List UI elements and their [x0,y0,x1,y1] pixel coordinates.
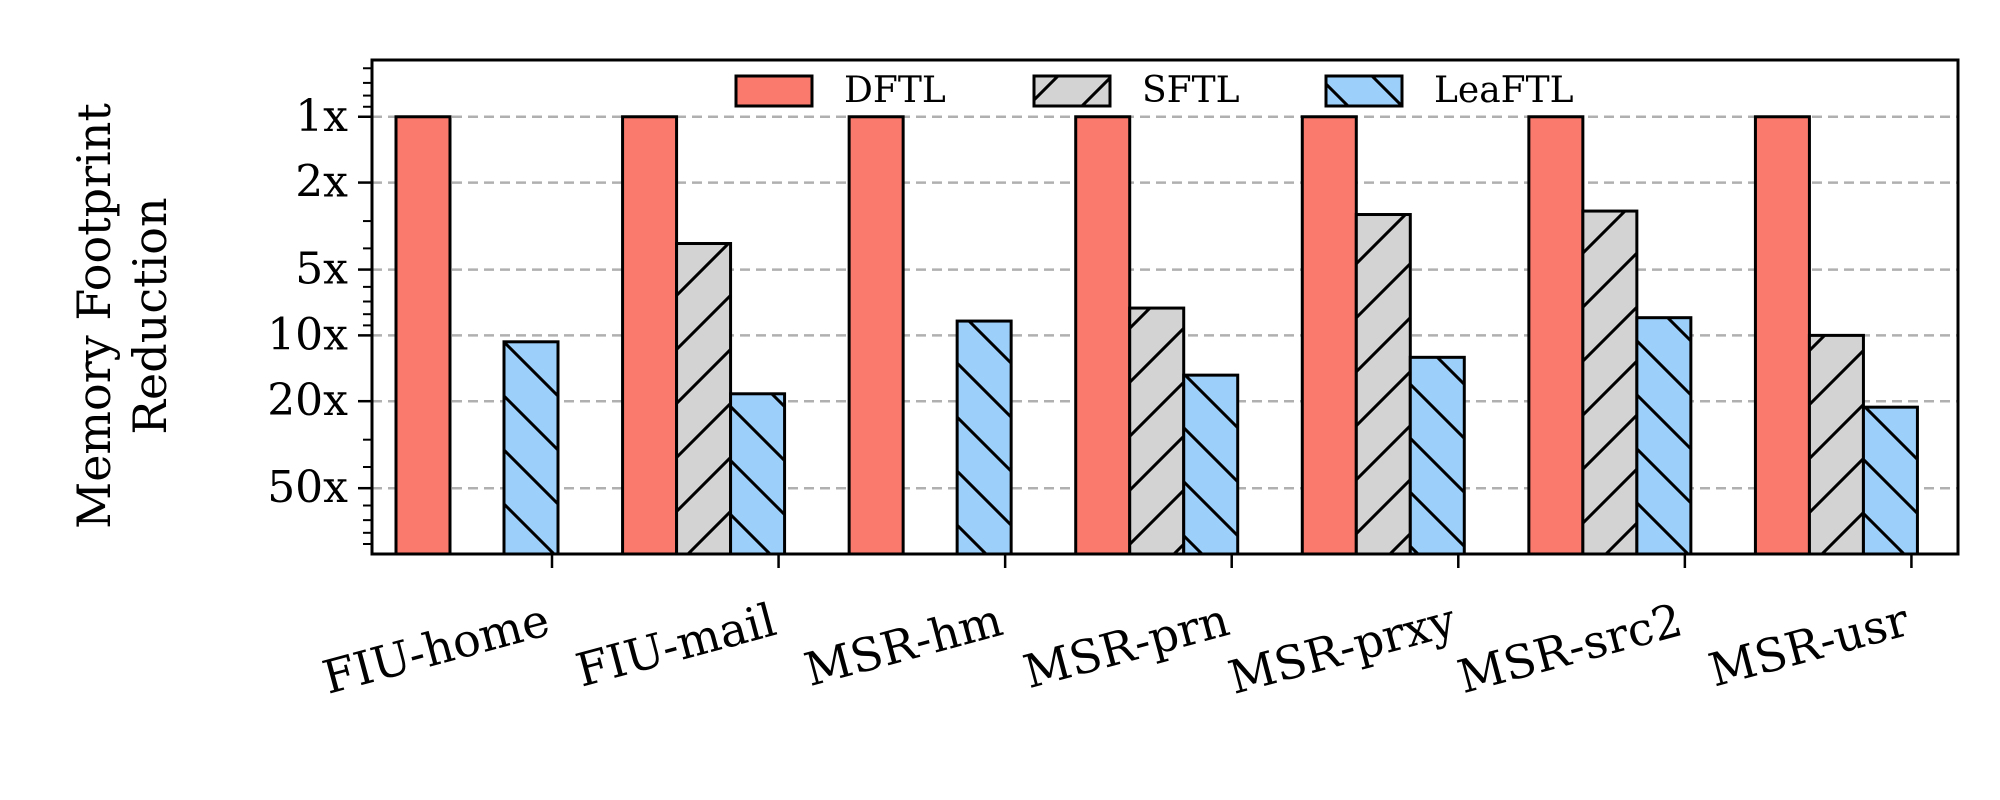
bar-leaftl-msr-prn-hatch [1183,375,1238,554]
legend-swatch-dftl-fill [736,76,812,106]
x-tick-label: MSR-prn [1018,592,1235,698]
bar-leaftl-msr-src2-hatch [1636,317,1691,554]
bar-sftl-msr-src2-hatch [1582,211,1637,554]
legend-swatch-leaftl [1324,74,1404,108]
y-tick-label: 50x [267,462,348,513]
legend: DFTL SFTL LeaFTL [734,70,1574,111]
bars [394,115,1919,556]
x-tick-label: FIU-home [317,592,555,704]
y-axis-label: Memory FootprintReduction [67,103,177,529]
bar-sftl-msr-usr-hatch [1809,335,1864,554]
bar-leaftl-fiu-mail-hatch [730,393,785,554]
bar-sftl-fiu-mail-hatch [676,243,731,554]
y-tick-label: 10x [267,309,348,360]
x-tick-label: FIU-mail [570,592,781,697]
x-tick-label: MSR-src2 [1452,592,1688,704]
legend-swatch-leaftl-hatch [1326,76,1402,106]
bar-sftl-msr-prxy-hatch [1356,214,1411,555]
legend-label-dftl: DFTL [844,70,946,111]
bar-dftl-fiu-home-fill [396,116,450,554]
x-tick-label: MSR-prxy [1223,592,1461,704]
plot-frame [370,58,1960,556]
y-axis-label-line: Reduction [123,197,177,434]
x-tick-label: MSR-hm [799,592,1008,696]
x-axis: FIU-home FIU-mail MSR-hm MSR-prnMSR-prxyMSR… [317,554,1914,705]
bar-dftl-msr-hm-fill [849,116,904,554]
bar-dftl-msr-usr-fill [1755,116,1810,554]
bar-dftl-msr-src2-fill [1528,116,1583,554]
bar-dftl-msr-prxy-fill [1302,116,1357,554]
legend-label-sftl: SFTL [1142,70,1240,111]
legend-label-leaftl: LeaFTL [1434,70,1574,111]
bar-dftl-fiu-mail-fill [622,116,677,554]
y-tick-label: 2x [295,157,348,208]
y-tick-label: 1x [295,91,348,142]
legend-swatch-sftl [1032,74,1112,108]
bar-leaftl-msr-usr-hatch [1863,407,1918,554]
legend-swatch-dftl [734,74,814,108]
y-axis-label-line: Memory Footprint [67,103,121,529]
bar-sftl-msr-prn-hatch [1129,308,1184,554]
y-tick-label: 5x [295,244,348,295]
bar-leaftl-msr-prxy-hatch [1410,357,1465,554]
bar-leaftl-msr-hm-hatch [957,321,1012,554]
legend-swatch-sftl-hatch [1034,76,1110,106]
bar-dftl-msr-prn-fill [1075,116,1130,554]
y-tick-label: 20x [267,375,348,426]
bar-leaftl-fiu-home-hatch [504,341,558,554]
x-tick-label: MSR-usr [1703,592,1914,697]
